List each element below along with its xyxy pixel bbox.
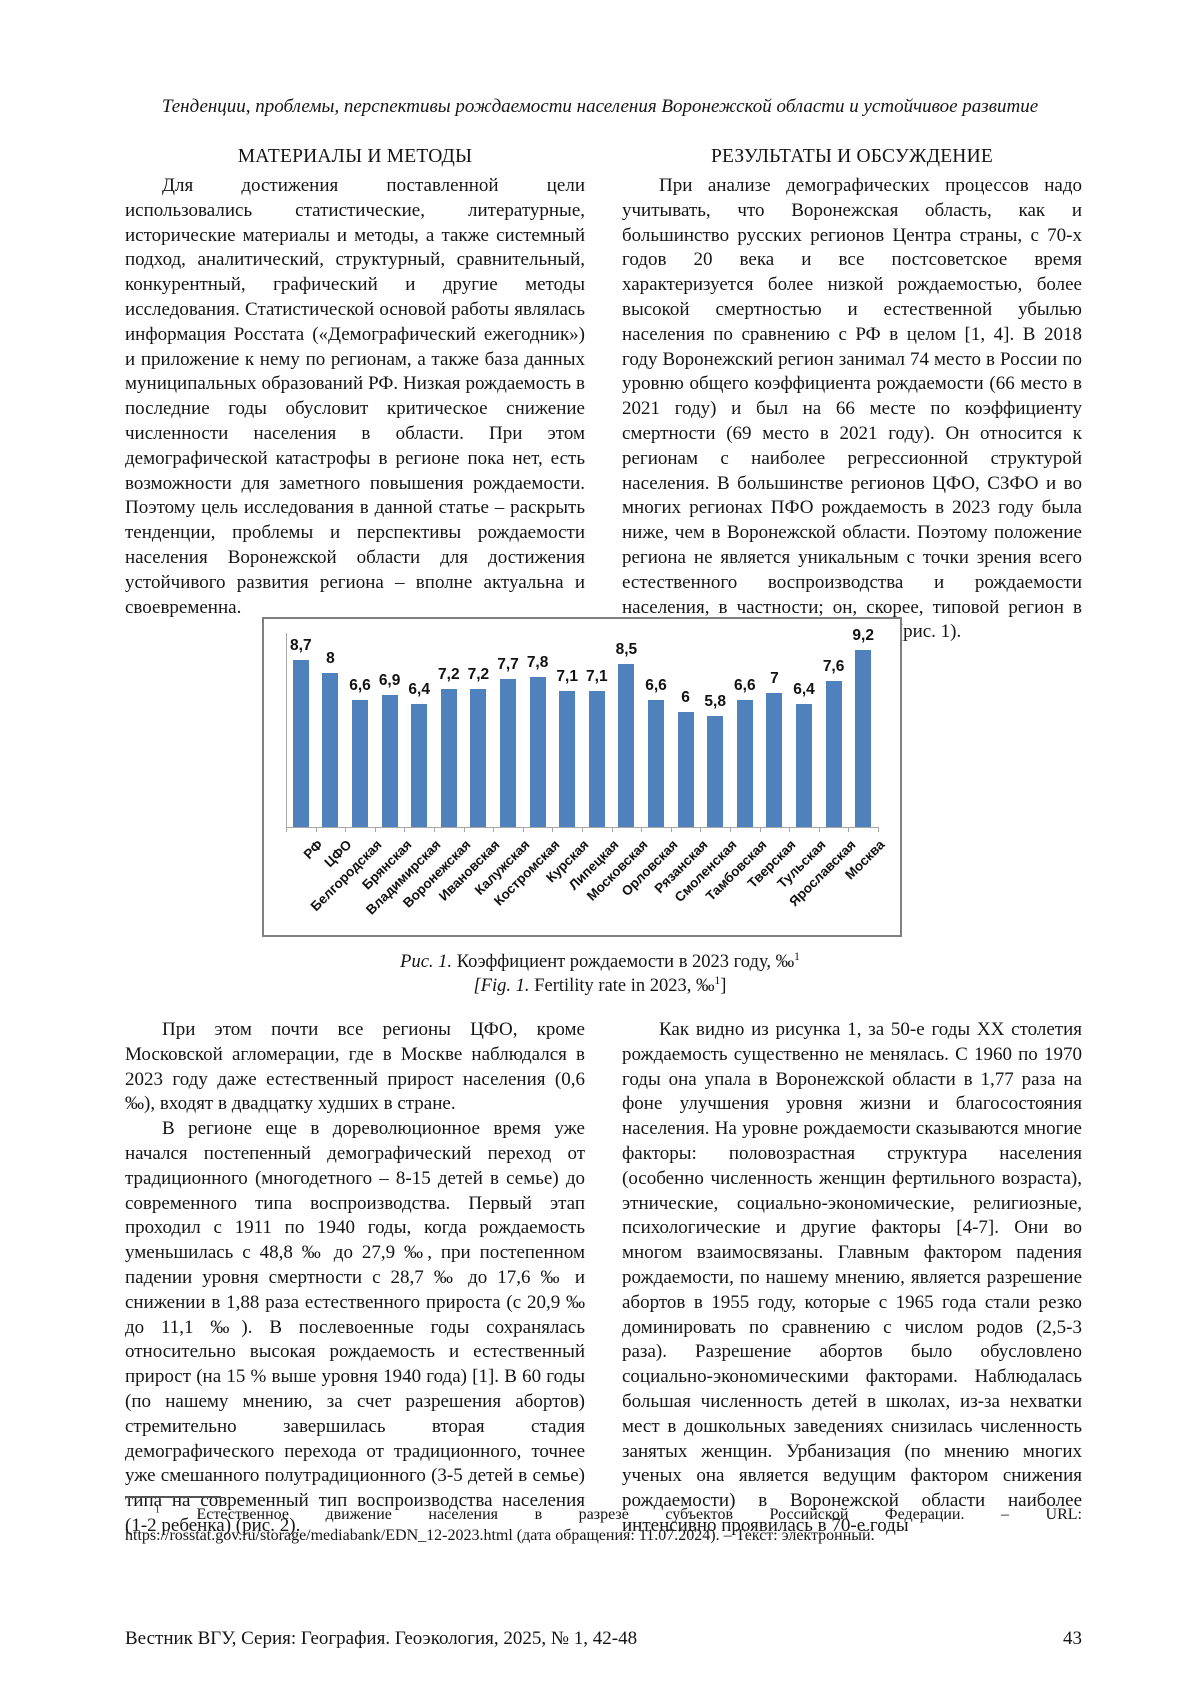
bar-value-label: 6,6 <box>349 677 371 694</box>
figure-caption-en: [Fig. 1. Fertility rate in 2023, ‰1] <box>0 974 1200 998</box>
x-axis-tick <box>552 827 554 832</box>
caption-ru-label: Рис. 1. <box>400 952 453 972</box>
top-columns: МАТЕРИАЛЫ И МЕТОДЫ Для достижения постав… <box>125 146 1082 645</box>
caption-ru-footnote-ref: 1 <box>794 950 800 963</box>
lower-left-column: При этом почти все регионы ЦФО, кроме Мо… <box>125 1018 585 1539</box>
lower-right-paragraph: Как видно из рисунка 1, за 50-е годы XX … <box>622 1019 1082 1536</box>
bar-value-label: 7,2 <box>467 666 490 683</box>
bar <box>381 695 398 827</box>
bar <box>677 712 694 827</box>
bar-value-label: 6,4 <box>408 681 430 698</box>
bottom-columns: При этом почти все регионы ЦФО, кроме Мо… <box>125 1018 1082 1539</box>
bar-value-label: 7 <box>770 670 779 687</box>
lower-left-paragraph-1: При этом почти все регионы ЦФО, кроме Мо… <box>125 1019 585 1115</box>
x-axis-tick <box>315 827 317 832</box>
journal-footer: Вестник ВГУ, Серия: География. Геоэколог… <box>125 1628 638 1649</box>
y-axis-line <box>286 633 287 827</box>
x-axis-tick <box>848 827 850 832</box>
bar-value-label: 7,2 <box>438 666 460 683</box>
x-axis-tick <box>434 827 435 832</box>
lower-left-paragraph-2: В регионе еще в дореволюционное время уж… <box>125 1118 585 1536</box>
figure-caption-ru: Рис. 1. Коэффициент рождаемости в 2023 г… <box>0 950 1200 974</box>
bar <box>796 704 812 827</box>
x-axis-tick <box>374 827 376 832</box>
footnote-text: 1 Естественное движение населения в разр… <box>125 1504 1082 1546</box>
bar <box>736 700 753 827</box>
bar-value-label: 6,9 <box>378 672 401 689</box>
lower-right-column: Как видно из рисунка 1, за 50-е годы XX … <box>622 1018 1082 1539</box>
footnote: 1 Естественное движение населения в разр… <box>125 1496 1082 1546</box>
x-axis-tick <box>818 827 820 832</box>
bar <box>411 704 428 827</box>
caption-en-text: Fertility rate in 2023, ‰ <box>529 976 715 996</box>
caption-ru-text: Коэффициент рождаемости в 2023 году, ‰ <box>452 952 795 972</box>
x-axis-tick <box>582 827 583 832</box>
bar <box>529 677 546 827</box>
bar-value-label: 6,4 <box>793 681 815 698</box>
bar <box>559 691 576 827</box>
running-head: Тенденции, проблемы, перспективы рождаем… <box>161 96 1039 117</box>
x-axis-tick <box>286 827 287 832</box>
results-paragraph: При анализе демографических процессов на… <box>622 175 1082 643</box>
x-axis-tick <box>700 827 702 832</box>
bar <box>648 700 664 827</box>
bar <box>292 660 309 827</box>
bar <box>352 700 368 827</box>
section-heading-materials: МАТЕРИАЛЫ И МЕТОДЫ <box>237 146 473 167</box>
caption-en-bracket: ] <box>720 976 727 996</box>
bar-value-label: 8 <box>326 650 335 667</box>
bar-value-label: 5,8 <box>704 693 726 710</box>
x-axis-tick <box>611 827 613 832</box>
x-axis-tick <box>404 827 406 832</box>
x-axis-tick <box>493 827 495 832</box>
left-column: МАТЕРИАЛЫ И МЕТОДЫ Для достижения постав… <box>125 146 585 645</box>
bar-value-label: 6,6 <box>734 677 756 694</box>
bar-value-label: 7,8 <box>526 654 549 671</box>
bar <box>588 691 605 827</box>
x-axis-tick <box>730 827 731 832</box>
x-axis-tick <box>759 827 761 832</box>
footnote-marker: 1 <box>155 1504 160 1516</box>
page-number: 43 <box>1063 1628 1082 1649</box>
section-heading-results: РЕЗУЛЬТАТЫ И ОБСУЖДЕНИЕ <box>711 146 993 167</box>
x-axis-tick <box>522 827 524 832</box>
figure-chart: 8,7 РФ 8 ЦФО 6,6 Белгородская 6,9 Брянская 6,4 Вл… <box>262 617 902 937</box>
x-axis-tick <box>670 827 672 832</box>
bar <box>855 650 872 827</box>
bar-value-label: 7,7 <box>497 656 519 673</box>
bar-value-label: 7,1 <box>556 668 578 685</box>
bar-value-label: 9,2 <box>852 627 874 644</box>
bar-value-label: 6,6 <box>645 677 667 694</box>
x-axis-tick <box>463 827 465 832</box>
x-axis-tick <box>345 827 347 832</box>
bar <box>766 693 783 827</box>
materials-paragraph: Для достижения поставленной цели использ… <box>125 175 585 618</box>
figure-caption: Рис. 1. Коэффициент рождаемости в 2023 г… <box>0 950 1200 998</box>
x-axis-tick <box>789 827 791 832</box>
bar <box>470 689 487 827</box>
bar <box>500 679 516 827</box>
bar-value-label: 8,7 <box>290 637 312 654</box>
footnote-rule <box>125 1496 221 1498</box>
footnote-body: Естественное движение населения в разрез… <box>125 1506 1082 1544</box>
bar <box>618 664 635 827</box>
bar-value-label: 6 <box>681 689 690 706</box>
bar-value-label: 8,5 <box>615 641 638 658</box>
right-column: РЕЗУЛЬТАТЫ И ОБСУЖДЕНИЕ При анализе демо… <box>622 146 1082 645</box>
bar <box>322 673 339 827</box>
bar <box>707 716 724 827</box>
bar-value-label: 7,1 <box>586 668 608 685</box>
x-axis-tick <box>641 827 643 832</box>
bar-value-label: 7,6 <box>822 658 845 675</box>
bar <box>825 681 842 827</box>
caption-en-label: [Fig. 1. <box>473 976 530 996</box>
caption-en-footnote-ref: 1 <box>714 974 721 987</box>
bar <box>440 689 457 827</box>
x-axis-tick <box>878 827 879 832</box>
